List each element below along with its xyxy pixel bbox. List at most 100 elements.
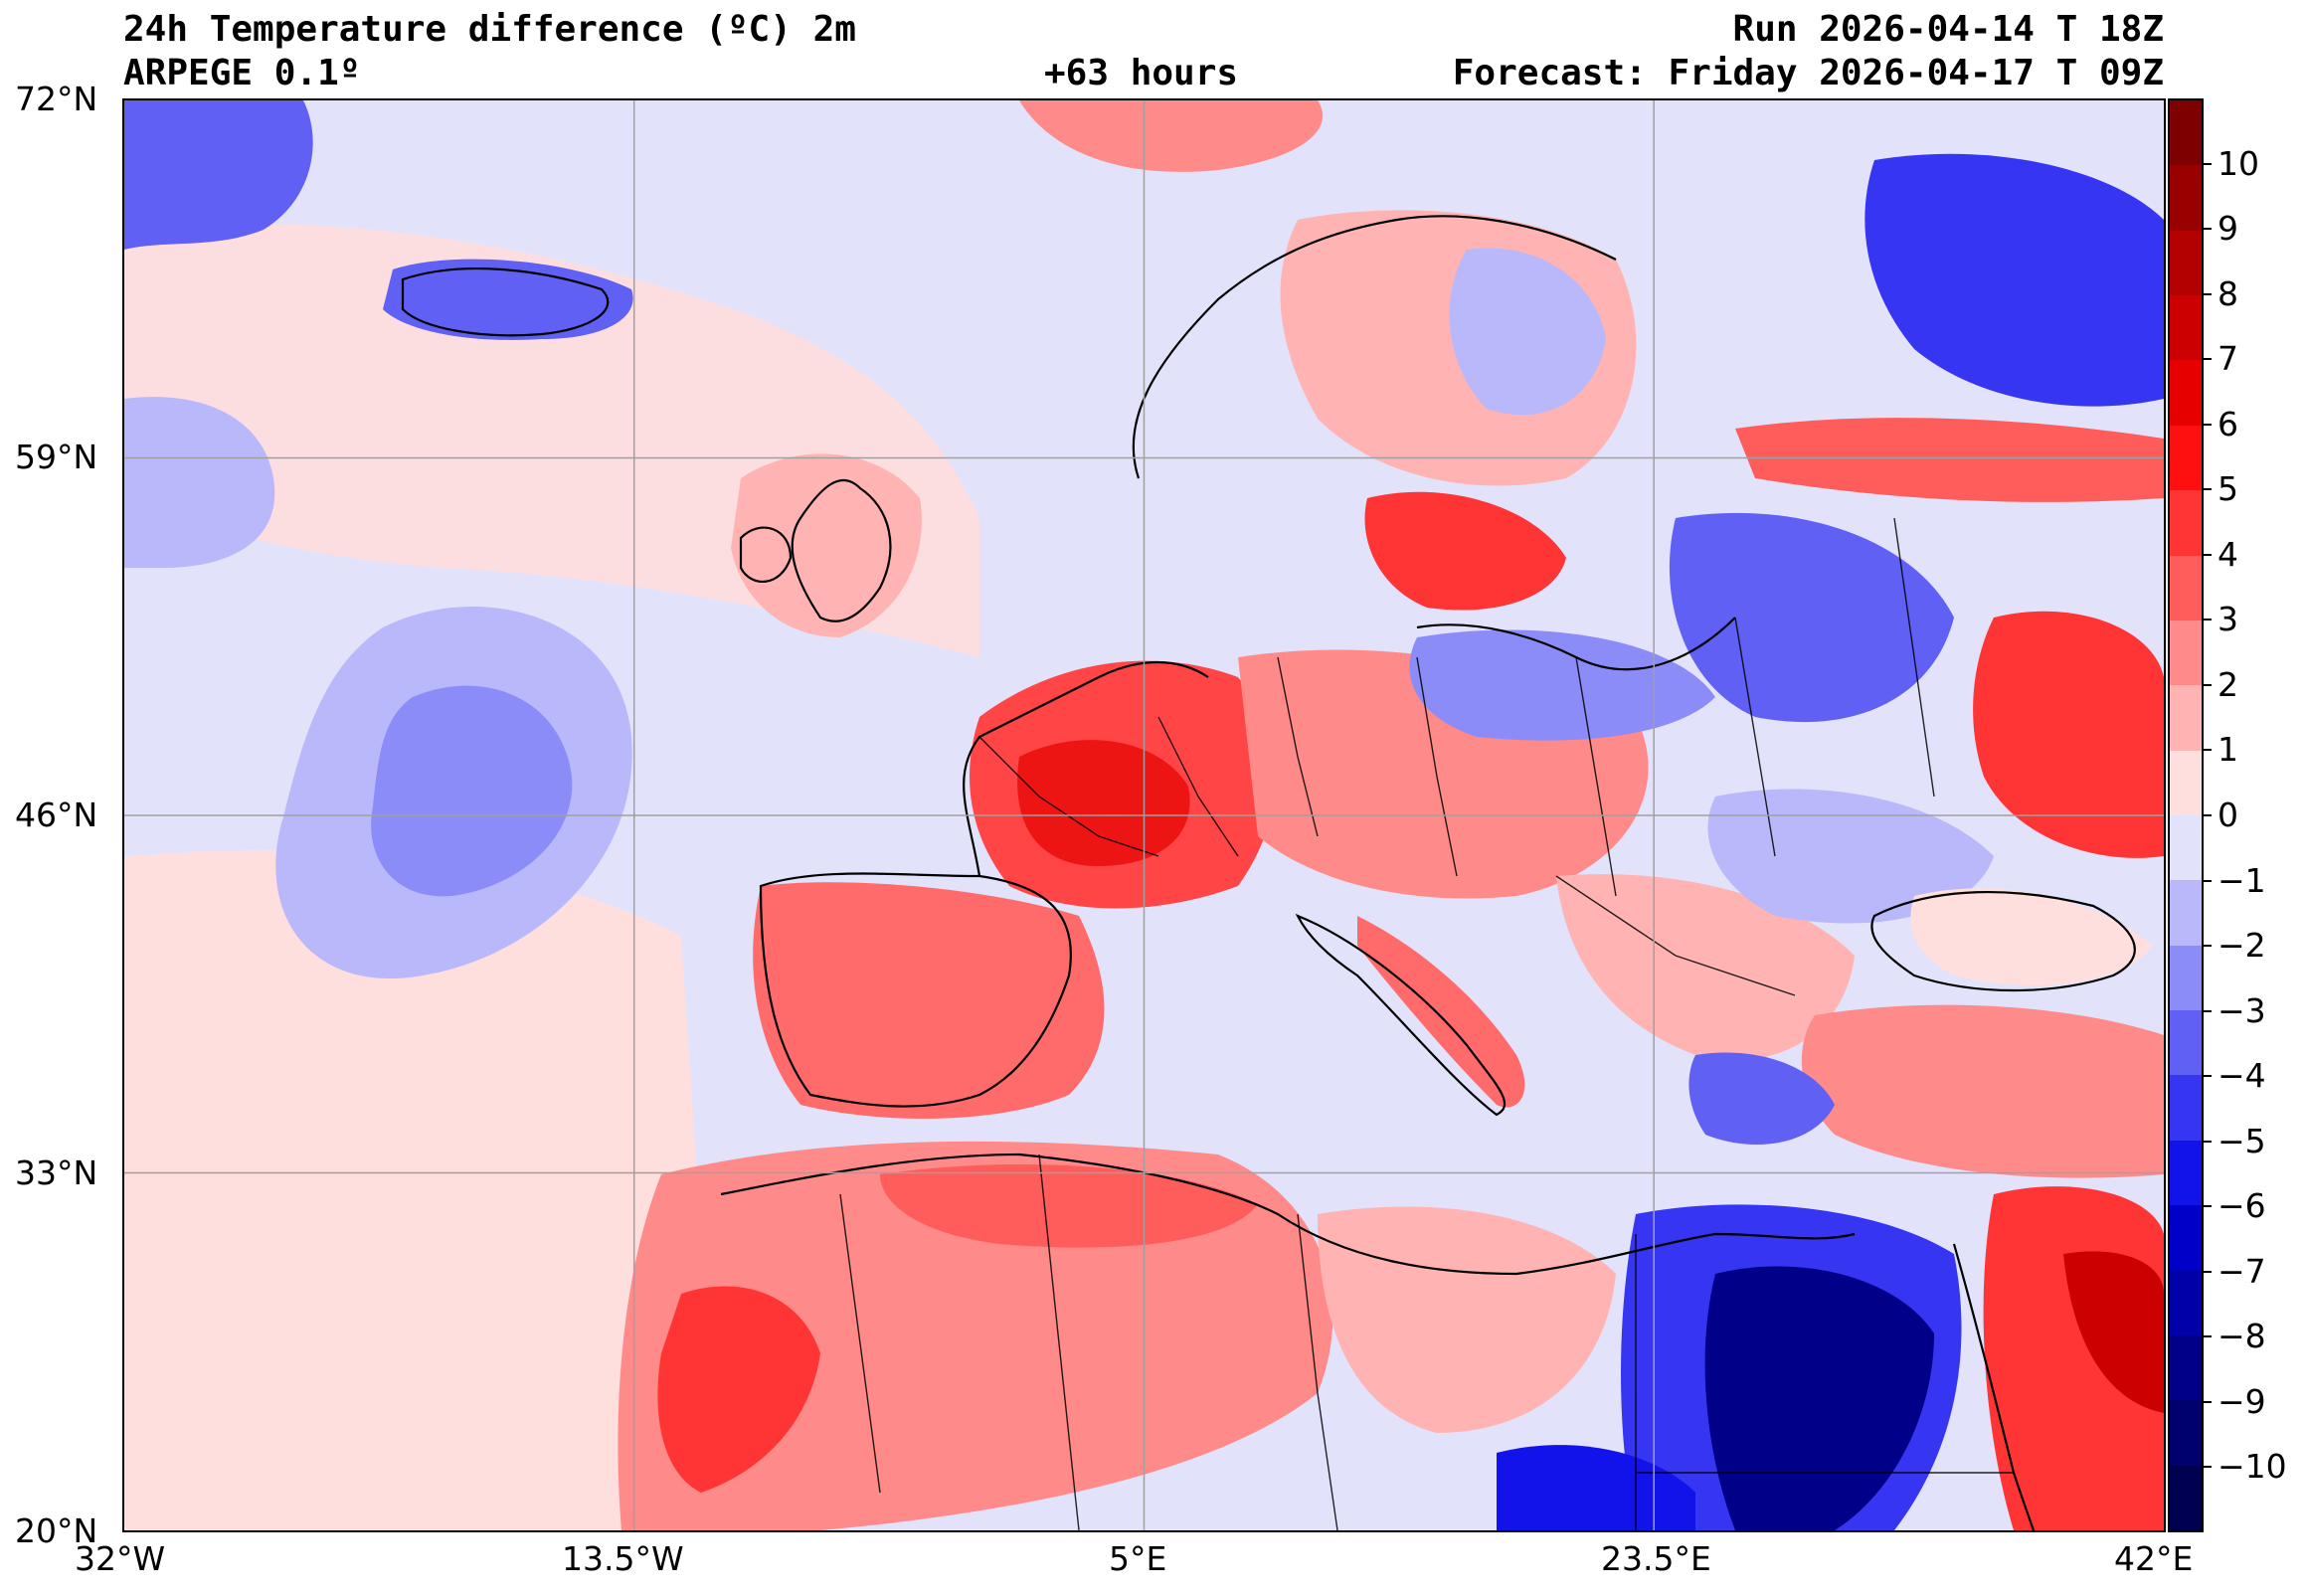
colorbar-tick-label: 9 <box>2218 209 2238 249</box>
colorbar-tick <box>2204 423 2212 426</box>
colorbar-tick <box>2204 1270 2212 1273</box>
colorbar-band <box>2170 814 2202 881</box>
colorbar-band <box>2170 1075 2202 1141</box>
greenland-cold <box>124 100 313 250</box>
lat-label-59N: 59°N <box>15 438 98 476</box>
scandinavia-coast <box>1132 215 1617 479</box>
colorbar-band <box>2170 360 2202 426</box>
france-core <box>1017 740 1190 866</box>
colorbar-band <box>2170 945 2202 1011</box>
gridlines <box>124 100 2164 1530</box>
libya-mixed <box>1318 1206 1616 1433</box>
iberia-warm <box>753 882 1105 1119</box>
colorbar-tick <box>2204 1335 2212 1338</box>
borders <box>839 517 2014 1530</box>
map-title: 24h Temperature difference (ºC) 2m <box>123 9 856 50</box>
russia-warm-band <box>1735 418 2164 502</box>
atlantic-south-warm <box>124 849 721 1530</box>
lat-label-20N: 20°N <box>15 1511 98 1550</box>
colorbar-band <box>2170 100 2202 166</box>
egypt-cold-core <box>1704 1266 1934 1530</box>
lon-label-13.5W: 13.5°W <box>562 1539 684 1578</box>
colorbar-tick <box>2204 814 2212 816</box>
arabia-core <box>2063 1251 2164 1413</box>
mediterranean-mixed <box>1218 1067 1516 1167</box>
colorbar-tick-label: 4 <box>2218 534 2238 574</box>
colorbar-tick-label: −1 <box>2218 860 2266 900</box>
colorbar-tick <box>2204 1075 2212 1078</box>
russia-cold <box>1864 153 2164 407</box>
lat-label-46N: 46°N <box>15 796 98 834</box>
colorbar-tick-label: 0 <box>2218 796 2238 834</box>
colorbar-band <box>2170 880 2202 946</box>
lon-label-42E: 42°E <box>2114 1539 2194 1578</box>
morocco-hot <box>657 1286 820 1493</box>
colorbar-tick-label: 6 <box>2218 404 2238 443</box>
colorbar-tick <box>2204 1140 2212 1143</box>
colorbar-tick-label: 3 <box>2218 600 2238 639</box>
colorbar-band <box>2170 1010 2202 1076</box>
coastlines <box>401 215 2136 1530</box>
model-label: ARPEGE 0.1º <box>123 53 361 93</box>
black-sea-warm <box>1910 888 2153 985</box>
run-label: Run 2026-04-14 T 18Z <box>1732 9 2164 50</box>
lon-label-23.5E: 23.5°E <box>1601 1539 1711 1578</box>
colorbar-tick-label: −9 <box>2218 1381 2266 1421</box>
atlantic-cold-core <box>371 685 573 897</box>
forecast-label: Forecast: Friday 2026-04-17 T 09Z <box>1452 53 2164 93</box>
colorbar-tick-label: −2 <box>2218 926 2266 966</box>
colorbar-band <box>2170 165 2202 231</box>
colorbar-tick-label: 5 <box>2218 469 2238 509</box>
iceland-coast <box>401 267 610 337</box>
ireland-coast <box>739 526 793 583</box>
colorbar-tick <box>2204 162 2212 165</box>
colorbar-tick-label: −5 <box>2218 1121 2266 1160</box>
russia-south-warm <box>1973 611 2164 858</box>
colorbar-tick-label: 8 <box>2218 273 2238 313</box>
atlas-hot <box>880 1164 1258 1248</box>
colorbar-tick <box>2204 1009 2212 1012</box>
colorbar-tick <box>2204 749 2212 752</box>
black-sea-coast <box>1870 890 2136 992</box>
colorbar-tick-label: −7 <box>2218 1251 2266 1291</box>
colorbar-band <box>2170 620 2202 686</box>
balkans-warm <box>1556 874 1855 1061</box>
colorbar-tick <box>2204 619 2212 621</box>
map-area[interactable] <box>122 98 2166 1532</box>
uk-coast <box>791 478 892 622</box>
colorbar <box>2168 98 2204 1532</box>
ukraine-mixed <box>1707 789 1994 924</box>
colorbar-band <box>2170 1140 2202 1206</box>
lon-label-5E: 5°E <box>1109 1539 1167 1578</box>
aegean-cold <box>1688 1052 1835 1145</box>
colorbar-tick-label: −8 <box>2218 1317 2266 1356</box>
colorbar-band <box>2170 1205 2202 1271</box>
colorbar-tick <box>2204 358 2212 361</box>
sudan-cold <box>1497 1445 1695 1530</box>
colorbar-tick-label: 2 <box>2218 664 2238 704</box>
red-sea-coast <box>1952 1243 2036 1530</box>
colorbar-band <box>2170 1270 2202 1335</box>
italy-warm <box>1357 916 1525 1108</box>
colorbar-tick-label: −10 <box>2218 1447 2287 1487</box>
lat-label-33N: 33°N <box>15 1153 98 1192</box>
colorbar-tick <box>2204 1466 2212 1469</box>
north-warm-band <box>1019 100 1324 172</box>
colorbar-band <box>2170 230 2202 296</box>
colorbar-band <box>2170 555 2202 621</box>
temperature-difference-map <box>124 100 2164 1530</box>
colorbar-tick <box>2204 292 2212 295</box>
lead-time-label: +63 hours <box>1044 53 1239 93</box>
colorbar-tick-label: −4 <box>2218 1056 2266 1096</box>
colorbar-tick-label: 1 <box>2218 730 2238 770</box>
colorbar-band <box>2170 1465 2202 1530</box>
colorbar-tick-label: −3 <box>2218 990 2266 1030</box>
atlantic-west-cold <box>124 397 275 568</box>
france-coast <box>963 661 1209 877</box>
belarus-cold <box>1669 512 1954 723</box>
colorbar-tick <box>2204 553 2212 556</box>
colorbar-tick <box>2204 228 2212 231</box>
colorbar-band <box>2170 750 2202 815</box>
colorbar-tick <box>2204 1400 2212 1403</box>
colorbar-tick <box>2204 945 2212 948</box>
